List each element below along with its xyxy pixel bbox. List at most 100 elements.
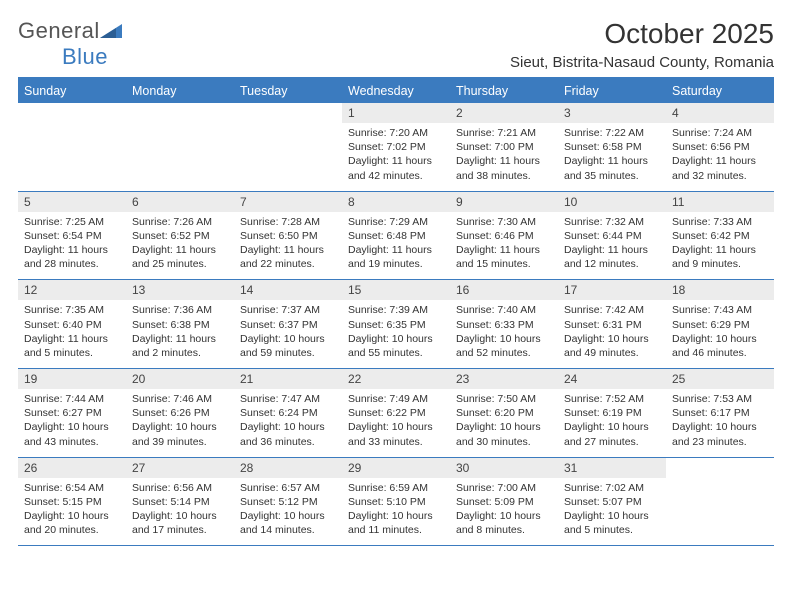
day-detail-cell: Sunrise: 7:44 AMSunset: 6:27 PMDaylight:… [18,389,126,457]
sunrise-line: Sunrise: 7:37 AM [240,303,336,317]
daylight-line: Daylight: 10 hours and 43 minutes. [24,420,120,448]
day-number-cell: 21 [234,369,342,390]
day-number-cell: 23 [450,369,558,390]
daynum-row: 262728293031 [18,457,774,478]
daylight-line: Daylight: 10 hours and 52 minutes. [456,332,552,360]
daylight-line: Daylight: 10 hours and 30 minutes. [456,420,552,448]
weekday-header: Wednesday [342,79,450,103]
sunset-line: Sunset: 6:56 PM [672,140,768,154]
sunrise-line: Sunrise: 7:43 AM [672,303,768,317]
day-detail-cell: Sunrise: 7:37 AMSunset: 6:37 PMDaylight:… [234,300,342,368]
sunset-line: Sunset: 6:29 PM [672,318,768,332]
day-detail-cell: Sunrise: 6:57 AMSunset: 5:12 PMDaylight:… [234,478,342,546]
sunset-line: Sunset: 5:07 PM [564,495,660,509]
day-detail-cell: Sunrise: 7:32 AMSunset: 6:44 PMDaylight:… [558,212,666,280]
day-detail-cell: Sunrise: 7:00 AMSunset: 5:09 PMDaylight:… [450,478,558,546]
sunrise-line: Sunrise: 7:29 AM [348,215,444,229]
weekday-header: Friday [558,79,666,103]
day-detail-cell: Sunrise: 7:39 AMSunset: 6:35 PMDaylight:… [342,300,450,368]
daynum-row: 567891011 [18,191,774,212]
page-subtitle: Sieut, Bistrita-Nasaud County, Romania [510,54,774,71]
sunrise-line: Sunrise: 6:56 AM [132,481,228,495]
daylight-line: Daylight: 10 hours and 36 minutes. [240,420,336,448]
day-detail-cell: Sunrise: 7:49 AMSunset: 6:22 PMDaylight:… [342,389,450,457]
day-detail-cell: Sunrise: 7:42 AMSunset: 6:31 PMDaylight:… [558,300,666,368]
sunrise-line: Sunrise: 7:44 AM [24,392,120,406]
sunset-line: Sunset: 6:52 PM [132,229,228,243]
day-number-cell: 17 [558,280,666,301]
sunset-line: Sunset: 5:15 PM [24,495,120,509]
daylight-line: Daylight: 10 hours and 20 minutes. [24,509,120,537]
day-detail-cell: Sunrise: 7:28 AMSunset: 6:50 PMDaylight:… [234,212,342,280]
daylight-line: Daylight: 11 hours and 2 minutes. [132,332,228,360]
sunrise-line: Sunrise: 7:47 AM [240,392,336,406]
day-number-cell: 6 [126,191,234,212]
sunset-line: Sunset: 6:37 PM [240,318,336,332]
day-number-cell: 19 [18,369,126,390]
daylight-line: Daylight: 10 hours and 14 minutes. [240,509,336,537]
sunrise-line: Sunrise: 7:24 AM [672,126,768,140]
daylight-line: Daylight: 10 hours and 49 minutes. [564,332,660,360]
sunrise-line: Sunrise: 7:21 AM [456,126,552,140]
day-detail-cell: Sunrise: 7:26 AMSunset: 6:52 PMDaylight:… [126,212,234,280]
day-number-cell [126,103,234,123]
daynum-row: 1234 [18,103,774,123]
day-number-cell: 4 [666,103,774,123]
sunset-line: Sunset: 6:19 PM [564,406,660,420]
sunrise-line: Sunrise: 7:28 AM [240,215,336,229]
daylight-line: Daylight: 10 hours and 55 minutes. [348,332,444,360]
header: General Blue October 2025 Sieut, Bistrit… [18,18,774,71]
sunset-line: Sunset: 6:54 PM [24,229,120,243]
sunset-line: Sunset: 5:12 PM [240,495,336,509]
sunrise-line: Sunrise: 7:35 AM [24,303,120,317]
day-number-cell: 16 [450,280,558,301]
day-number-cell: 3 [558,103,666,123]
day-number-cell: 25 [666,369,774,390]
day-detail-cell: Sunrise: 7:02 AMSunset: 5:07 PMDaylight:… [558,478,666,546]
sunrise-line: Sunrise: 7:42 AM [564,303,660,317]
day-detail-cell: Sunrise: 7:33 AMSunset: 6:42 PMDaylight:… [666,212,774,280]
day-number-cell: 31 [558,457,666,478]
day-number-cell: 5 [18,191,126,212]
daylight-line: Daylight: 11 hours and 15 minutes. [456,243,552,271]
daylight-line: Daylight: 11 hours and 35 minutes. [564,154,660,182]
day-number-cell: 13 [126,280,234,301]
daylight-line: Daylight: 11 hours and 12 minutes. [564,243,660,271]
sunrise-line: Sunrise: 7:49 AM [348,392,444,406]
sunrise-line: Sunrise: 7:00 AM [456,481,552,495]
sunset-line: Sunset: 6:38 PM [132,318,228,332]
weekday-header: Sunday [18,79,126,103]
day-number-cell: 10 [558,191,666,212]
sunrise-line: Sunrise: 6:54 AM [24,481,120,495]
day-detail-cell: Sunrise: 7:21 AMSunset: 7:00 PMDaylight:… [450,123,558,191]
day-detail-cell: Sunrise: 7:29 AMSunset: 6:48 PMDaylight:… [342,212,450,280]
daylight-line: Daylight: 11 hours and 42 minutes. [348,154,444,182]
day-number-cell: 2 [450,103,558,123]
day-number-cell [234,103,342,123]
day-number-cell: 1 [342,103,450,123]
day-number-cell: 20 [126,369,234,390]
sunset-line: Sunset: 6:40 PM [24,318,120,332]
sunset-line: Sunset: 6:58 PM [564,140,660,154]
day-number-cell [18,103,126,123]
daylight-line: Daylight: 10 hours and 59 minutes. [240,332,336,360]
day-detail-cell: Sunrise: 7:47 AMSunset: 6:24 PMDaylight:… [234,389,342,457]
day-number-cell: 14 [234,280,342,301]
day-detail-cell: Sunrise: 7:25 AMSunset: 6:54 PMDaylight:… [18,212,126,280]
day-detail-cell [234,123,342,191]
daylight-line: Daylight: 11 hours and 22 minutes. [240,243,336,271]
daylight-line: Daylight: 11 hours and 19 minutes. [348,243,444,271]
daylight-line: Daylight: 10 hours and 33 minutes. [348,420,444,448]
daylight-line: Daylight: 11 hours and 5 minutes. [24,332,120,360]
sunrise-line: Sunrise: 7:32 AM [564,215,660,229]
daylight-line: Daylight: 10 hours and 5 minutes. [564,509,660,537]
day-detail-cell: Sunrise: 6:59 AMSunset: 5:10 PMDaylight:… [342,478,450,546]
day-detail-cell: Sunrise: 7:22 AMSunset: 6:58 PMDaylight:… [558,123,666,191]
sunset-line: Sunset: 6:22 PM [348,406,444,420]
logo-word1: General [18,18,100,43]
sunrise-line: Sunrise: 7:26 AM [132,215,228,229]
logo-triangle-icon [100,22,122,43]
sunset-line: Sunset: 6:35 PM [348,318,444,332]
daylight-line: Daylight: 10 hours and 8 minutes. [456,509,552,537]
sunset-line: Sunset: 6:42 PM [672,229,768,243]
